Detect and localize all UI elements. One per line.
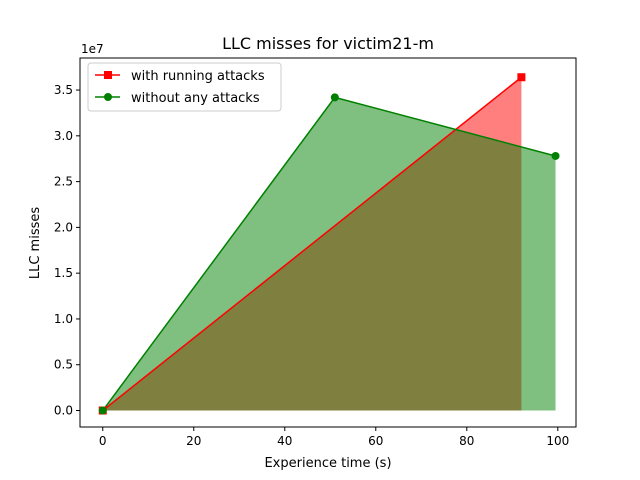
data-point-with-attacks-1	[517, 73, 526, 82]
y-tick-label: 0.5	[54, 358, 73, 372]
data-point-without-attacks-1	[330, 93, 339, 102]
x-tick-label: 20	[186, 434, 201, 448]
x-tick-label: 0	[99, 434, 107, 448]
y-axis-label: LLC misses	[28, 207, 43, 280]
y-tick-label: 3.0	[54, 129, 73, 143]
y-axis-ticks: 0.0 0.5 1.0 1.5 2.0 2.5 3.0 3.5	[54, 83, 80, 418]
y-tick-label: 2.0	[54, 220, 73, 234]
legend: with running attacks without any attacks	[87, 62, 282, 112]
y-tick-label: 1.0	[54, 312, 73, 326]
data-point-without-attacks-2	[551, 151, 560, 160]
y-tick-label: 1.5	[54, 266, 73, 280]
y-tick-label: 2.5	[54, 175, 73, 189]
legend-square-marker-icon	[104, 71, 112, 79]
chart-title: LLC misses for victim21-m	[222, 34, 434, 53]
y-tick-label: 3.5	[54, 83, 73, 97]
legend-label-with-attacks: with running attacks	[131, 69, 265, 84]
y-axis-offset-label: 1e7	[81, 42, 104, 56]
x-tick-label: 100	[546, 434, 569, 448]
data-point-without-attacks-0	[98, 406, 107, 415]
x-tick-label: 40	[277, 434, 292, 448]
legend-frame	[87, 62, 282, 112]
series-markers	[98, 73, 560, 415]
series-line-with-attacks	[102, 76, 522, 412]
x-axis-label: Experience time (s)	[264, 456, 391, 471]
x-tick-label: 60	[368, 434, 383, 448]
legend-label-without-attacks: without any attacks	[131, 91, 260, 106]
y-tick-label: 0.0	[54, 404, 73, 418]
plot-frame	[79, 57, 577, 428]
x-tick-label: 80	[459, 434, 474, 448]
x-axis-ticks: 0 20 40 60 80 100	[99, 427, 569, 448]
area-fill-without-attacks	[102, 97, 556, 411]
legend-circle-marker-icon	[104, 93, 112, 101]
